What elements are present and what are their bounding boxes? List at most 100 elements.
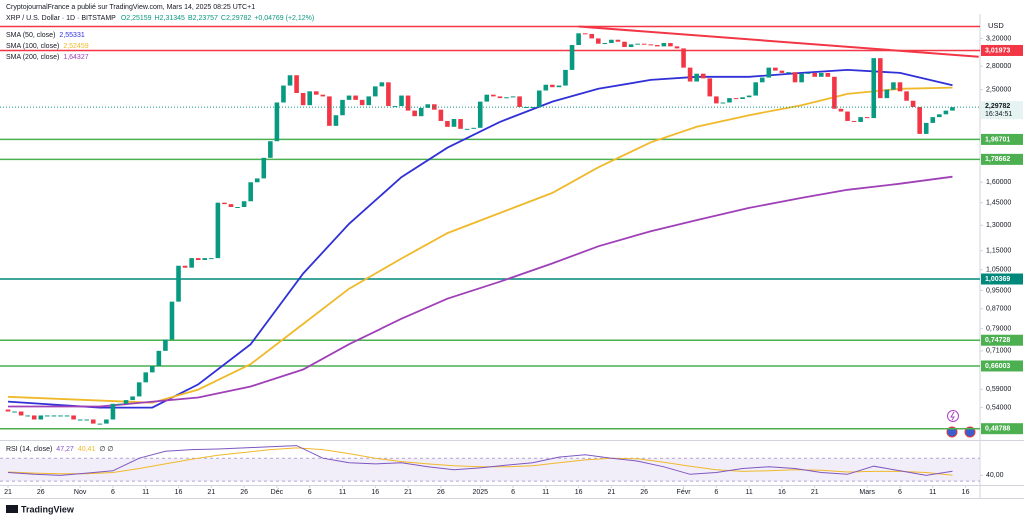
candle xyxy=(209,258,214,260)
legend-text: SMA (200, close) xyxy=(6,54,59,61)
candle xyxy=(773,67,778,71)
legend-text: SMA (100, close) xyxy=(6,43,59,50)
x-tick-label: Févr xyxy=(677,489,692,496)
candle xyxy=(38,415,44,420)
candle xyxy=(818,72,824,77)
level-label: 0,74728 xyxy=(985,337,1010,344)
trend-line xyxy=(578,25,979,58)
y-tick-label: 0,95000 xyxy=(986,287,1011,294)
candle xyxy=(281,85,286,103)
legend-text: C2,29782 xyxy=(221,15,251,22)
level-label-box xyxy=(981,423,1023,435)
x-tick-label: Mars xyxy=(859,489,875,496)
y-tick-label: 2,50000 xyxy=(986,87,1011,94)
x-tick-label: 26 xyxy=(640,489,648,496)
candle xyxy=(700,73,706,79)
candle xyxy=(169,301,175,340)
candle xyxy=(714,96,719,104)
candle xyxy=(615,39,621,42)
candle xyxy=(84,419,90,421)
legend-text: H2,31345 xyxy=(155,15,185,22)
candle xyxy=(64,415,70,417)
x-tick-label: 26 xyxy=(37,489,45,496)
sma-line xyxy=(7,68,953,409)
candle xyxy=(149,365,155,373)
candle xyxy=(287,75,293,86)
candle xyxy=(523,106,529,108)
legend-text: O2,25159 xyxy=(121,15,152,22)
y-tick-label: 0,71000 xyxy=(986,348,1011,355)
candle xyxy=(766,67,772,78)
level-label: 1,78662 xyxy=(985,156,1010,163)
rsi-band xyxy=(0,458,980,482)
flag-icon[interactable] xyxy=(946,426,958,438)
candle xyxy=(740,97,745,99)
last-price-label: 2,29782 xyxy=(985,103,1010,110)
legend-text: 2,55331 xyxy=(59,32,84,39)
candle xyxy=(825,72,831,77)
candle xyxy=(517,96,522,107)
x-tick-label: Déc xyxy=(271,489,284,496)
logo-mark xyxy=(6,505,18,513)
candle xyxy=(215,202,221,259)
x-tick-label: 2025 xyxy=(472,489,488,496)
candle xyxy=(163,339,168,351)
candle xyxy=(910,100,916,107)
legend-text: ∅ ∅ xyxy=(99,446,113,453)
candle xyxy=(71,415,76,420)
candle xyxy=(366,96,372,106)
candle xyxy=(189,258,194,268)
x-tick-label: 11 xyxy=(339,489,346,496)
tradingview-logo: TradingView xyxy=(6,504,75,514)
x-tick-label: 21 xyxy=(811,489,819,496)
x-tick-label: 11 xyxy=(542,489,549,496)
candle xyxy=(595,38,601,44)
candle xyxy=(241,201,247,208)
level-label: 0,48788 xyxy=(985,426,1010,433)
level-label: 1,00369 xyxy=(985,276,1010,283)
candle xyxy=(425,104,431,108)
candle xyxy=(477,101,483,128)
candle xyxy=(491,94,496,97)
candle xyxy=(792,72,798,83)
level-label: 1,96701 xyxy=(985,136,1010,143)
candle xyxy=(609,39,614,44)
y-tick-label: 1,15000 xyxy=(986,248,1011,255)
candle xyxy=(799,73,804,83)
level-label-box xyxy=(981,334,1023,346)
event-icon[interactable] xyxy=(947,410,959,422)
last-price-box xyxy=(981,101,1023,120)
candle xyxy=(12,411,17,413)
level-label: 3,01973 xyxy=(985,47,1010,54)
candle xyxy=(182,265,188,268)
candle xyxy=(733,98,739,100)
y-tick-label: 1,45000 xyxy=(986,200,1011,207)
candle xyxy=(563,69,568,86)
x-tick-label: 21 xyxy=(608,489,616,496)
candle xyxy=(707,78,713,97)
candle xyxy=(681,48,686,68)
candle xyxy=(392,106,398,108)
candle xyxy=(346,95,352,100)
candle xyxy=(143,372,149,383)
candle xyxy=(904,91,909,101)
level-label-box xyxy=(981,133,1023,145)
candle xyxy=(687,67,693,82)
candle xyxy=(602,43,608,45)
candle xyxy=(937,114,942,118)
candle xyxy=(432,104,437,110)
candle xyxy=(497,96,503,99)
currency: USD xyxy=(988,21,1004,30)
candle xyxy=(136,382,142,397)
candle xyxy=(622,41,627,48)
candle xyxy=(891,82,896,90)
level-label-box xyxy=(981,153,1023,165)
candle xyxy=(943,110,949,115)
candle xyxy=(576,33,581,46)
candle xyxy=(386,82,391,107)
candle xyxy=(104,419,109,424)
flag-icon[interactable] xyxy=(964,426,976,438)
candle xyxy=(451,119,457,127)
x-tick-label: 11 xyxy=(929,489,936,496)
